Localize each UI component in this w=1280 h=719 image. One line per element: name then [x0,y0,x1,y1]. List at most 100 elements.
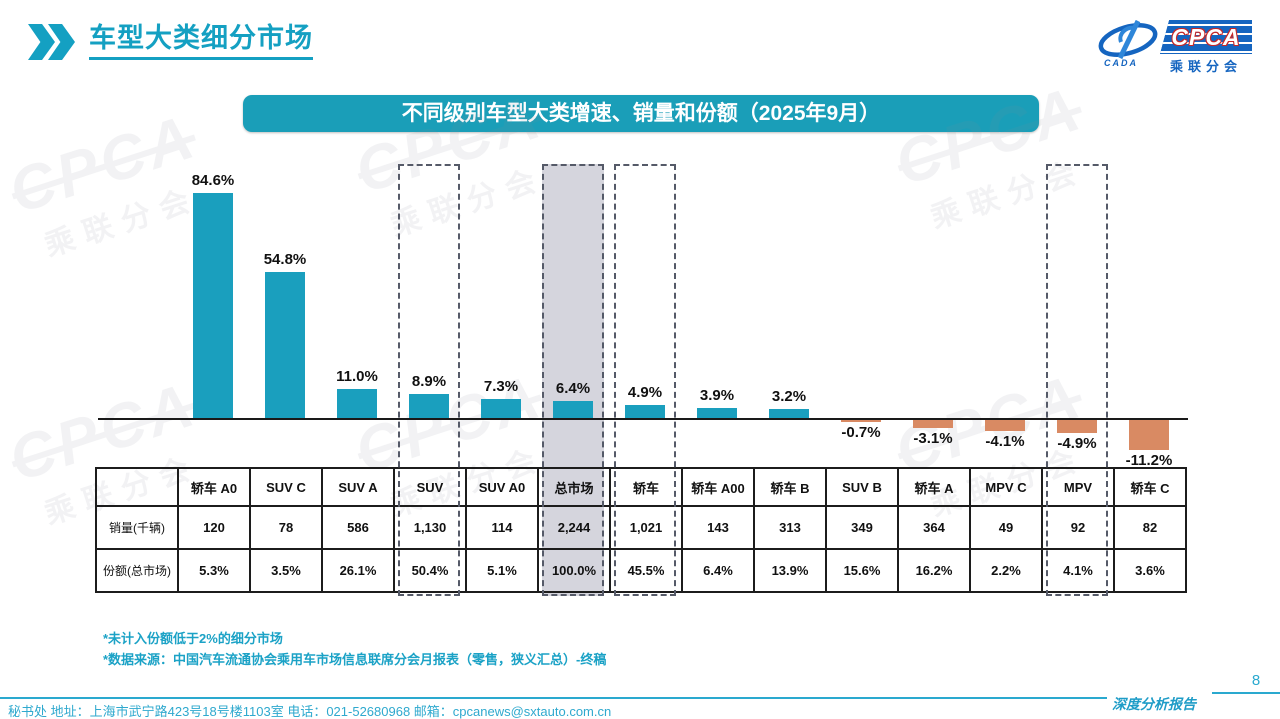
table-header-cell: MPV [1041,467,1115,507]
table-cell: 15.6% [825,548,899,593]
table-row: 销量(千辆) 120 78 586 1,130 114 2,244 1,021 143 313 34… [95,505,1187,550]
chart-bar [265,272,305,418]
cada-label: CADA [1104,58,1138,68]
table-cell: 3.6% [1113,548,1187,593]
footnote: *未计入份额低于2%的细分市场 [103,631,283,646]
table-cell: 6.4% [681,548,755,593]
table-header-cell: 轿车 A00 [681,467,755,507]
table-header-cell: SUV B [825,467,899,507]
chart-bar [841,420,881,422]
watermark-text: CPCA [1,102,205,228]
cpca-subtitle: 乘联分会 [1169,59,1242,74]
page-title: 车型大类细分市场 [89,23,313,60]
table-cell: 16.2% [897,548,971,593]
cpca-name: CPCA [1171,23,1241,50]
bar-value-label: -11.2% [1125,452,1173,469]
table-header-cell: 轿车 A [897,467,971,507]
chart-bar [913,420,953,428]
table-cell: 5.3% [177,548,251,593]
table-cell: 5.1% [465,548,539,593]
chart-bar [1129,420,1169,450]
table-cell: 313 [753,505,827,550]
footer-divider [0,697,1107,699]
table-cell: 2.2% [969,548,1043,593]
cpca-emblem-icon [1098,19,1158,60]
report-type-label: 深度分析报告 [1112,697,1196,713]
chart-bar [193,193,233,418]
watermark-text: CPCA [347,82,551,208]
table-header-cell: MPV C [969,467,1043,507]
bar-value-label: -3.1% [913,430,953,447]
table-cell: 45.5% [609,548,683,593]
table-cell: 82 [1113,505,1187,550]
table-cell: 3.5% [249,548,323,593]
bar-value-label: 4.9% [627,384,663,401]
bar-value-label: 3.9% [699,387,735,404]
chart-bar [625,405,665,418]
table-header-cell: 轿车 B [753,467,827,507]
table-cell: 349 [825,505,899,550]
bar-value-label: 7.3% [483,378,519,395]
table-header-cell: SUV A0 [465,467,539,507]
table-cell: 143 [681,505,755,550]
chart-bar [1057,420,1097,433]
table-header-cell: SUV A [321,467,395,507]
table-cell: 1,021 [609,505,683,550]
bar-value-label: 8.9% [411,373,447,390]
cpca-name-box: CPCA [1160,20,1252,54]
table-row-label: 份额(总市场) [95,548,179,593]
table-cell: 50.4% [393,548,467,593]
table-header-cell: SUV [393,467,467,507]
table-header-cell: 轿车 A0 [177,467,251,507]
table-cell: 2,244 [537,505,611,550]
chart-bar [985,420,1025,431]
table-cell: 26.1% [321,548,395,593]
table-header-cell: 轿车 C [1113,467,1187,507]
chart-bar [697,408,737,418]
chart-bar [481,399,521,418]
header: 车型大类细分市场 [28,23,313,60]
bar-value-label: -4.1% [985,433,1025,450]
table-cell: 586 [321,505,395,550]
watermark-text: CPCA [887,74,1091,200]
table-row-label: 销量(千辆) [95,505,179,550]
table-header-cell: 总市场 [537,467,611,507]
bar-value-label: -4.9% [1057,435,1097,452]
table-row: 份额(总市场) 5.3% 3.5% 26.1% 50.4% 5.1% 100.0% 45.5%… [95,548,1187,593]
cpca-logo: CADA CPCA 乘联分会 [1096,19,1252,75]
bar-value-label: 11.0% [336,368,378,385]
footnotes: *未计入份额低于2%的细分市场 *数据来源：中国汽车流通协会乘用车市场信息联席分… [103,628,606,670]
footer-divider-right [1212,692,1280,694]
bar-value-label: -0.7% [841,424,881,441]
footnote: *数据来源：中国汽车流通协会乘用车市场信息联席分会月报表（零售，狭义汇总）-终稿 [103,652,607,667]
cpca-wordmark: CPCA 乘联分会 [1160,20,1252,75]
bar-value-label: 3.2% [771,388,807,405]
table-cell: 114 [465,505,539,550]
watermark-subtext: 乘联分会 [386,162,550,244]
table-cell: 120 [177,505,251,550]
table-cell: 49 [969,505,1043,550]
bar-value-label: 84.6% [191,172,235,189]
axis-line [98,418,1188,420]
watermark: CPCA 乘联分会 [347,81,565,250]
table-cell: 364 [897,505,971,550]
table-cell: 1,130 [393,505,467,550]
table-header-cell: 轿车 [609,467,683,507]
table-cell: 100.0% [537,548,611,593]
table-cell: 13.9% [753,548,827,593]
footer-contact: 秘书处 地址：上海市武宁路423号18号楼1103室 电话：021-526809… [8,704,612,719]
page-number: 8 [1251,672,1261,689]
chart-bar [553,401,593,418]
bar-value-label: 54.8% [263,251,307,268]
table-header-cell: SUV C [249,467,323,507]
table-cell: 78 [249,505,323,550]
chart-title: 不同级别车型大类增速、销量和份额（2025年9月） [243,95,1039,132]
chart-bar [409,394,449,418]
chart-bar [337,389,377,418]
table-cell: 92 [1041,505,1115,550]
table-corner-cell [95,467,179,507]
cpca-emblem: CADA [1096,19,1160,72]
